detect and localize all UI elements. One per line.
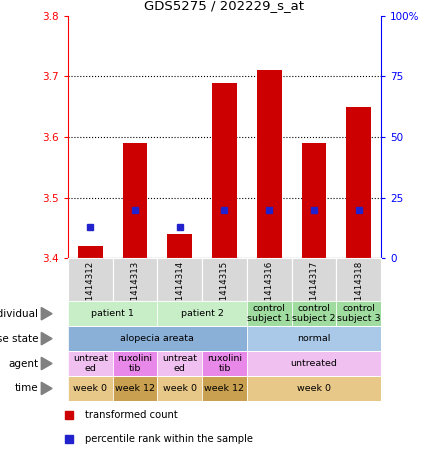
- Text: control
subject 2: control subject 2: [292, 304, 336, 323]
- Text: percentile rank within the sample: percentile rank within the sample: [85, 434, 253, 444]
- Title: GDS5275 / 202229_s_at: GDS5275 / 202229_s_at: [145, 0, 304, 12]
- Text: disease state: disease state: [0, 333, 38, 344]
- Text: alopecia areata: alopecia areata: [120, 334, 194, 343]
- Text: GSM1414315: GSM1414315: [220, 260, 229, 318]
- Text: patient 2: patient 2: [180, 309, 223, 318]
- Text: individual: individual: [0, 308, 38, 319]
- Bar: [302, 143, 326, 258]
- Text: week 0: week 0: [163, 384, 197, 393]
- Text: GSM1414316: GSM1414316: [265, 260, 274, 318]
- Text: untreated: untreated: [290, 359, 337, 368]
- Text: patient 1: patient 1: [91, 309, 134, 318]
- Bar: [346, 107, 371, 258]
- Bar: [257, 70, 282, 258]
- Text: week 0: week 0: [73, 384, 107, 393]
- Text: transformed count: transformed count: [85, 410, 178, 420]
- Text: GSM1414312: GSM1414312: [86, 260, 95, 318]
- Bar: [212, 82, 237, 258]
- Text: ruxolini
tib: ruxolini tib: [207, 354, 242, 373]
- Text: agent: agent: [8, 358, 38, 369]
- Bar: [78, 246, 102, 258]
- Polygon shape: [41, 333, 52, 345]
- Text: GSM1414318: GSM1414318: [354, 260, 363, 318]
- Text: ruxolini
tib: ruxolini tib: [117, 354, 152, 373]
- Text: time: time: [14, 383, 38, 394]
- Text: GSM1414313: GSM1414313: [131, 260, 139, 318]
- Text: control
subject 3: control subject 3: [337, 304, 381, 323]
- Text: week 0: week 0: [297, 384, 331, 393]
- Text: normal: normal: [297, 334, 331, 343]
- Text: GSM1414317: GSM1414317: [310, 260, 318, 318]
- Text: control
subject 1: control subject 1: [247, 304, 291, 323]
- Text: untreat
ed: untreat ed: [162, 354, 197, 373]
- Text: untreat
ed: untreat ed: [73, 354, 108, 373]
- Polygon shape: [41, 357, 52, 370]
- Text: GSM1414314: GSM1414314: [175, 260, 184, 318]
- Polygon shape: [41, 308, 52, 320]
- Text: week 12: week 12: [205, 384, 244, 393]
- Bar: [123, 143, 147, 258]
- Bar: [167, 234, 192, 258]
- Polygon shape: [41, 382, 52, 395]
- Text: week 12: week 12: [115, 384, 155, 393]
